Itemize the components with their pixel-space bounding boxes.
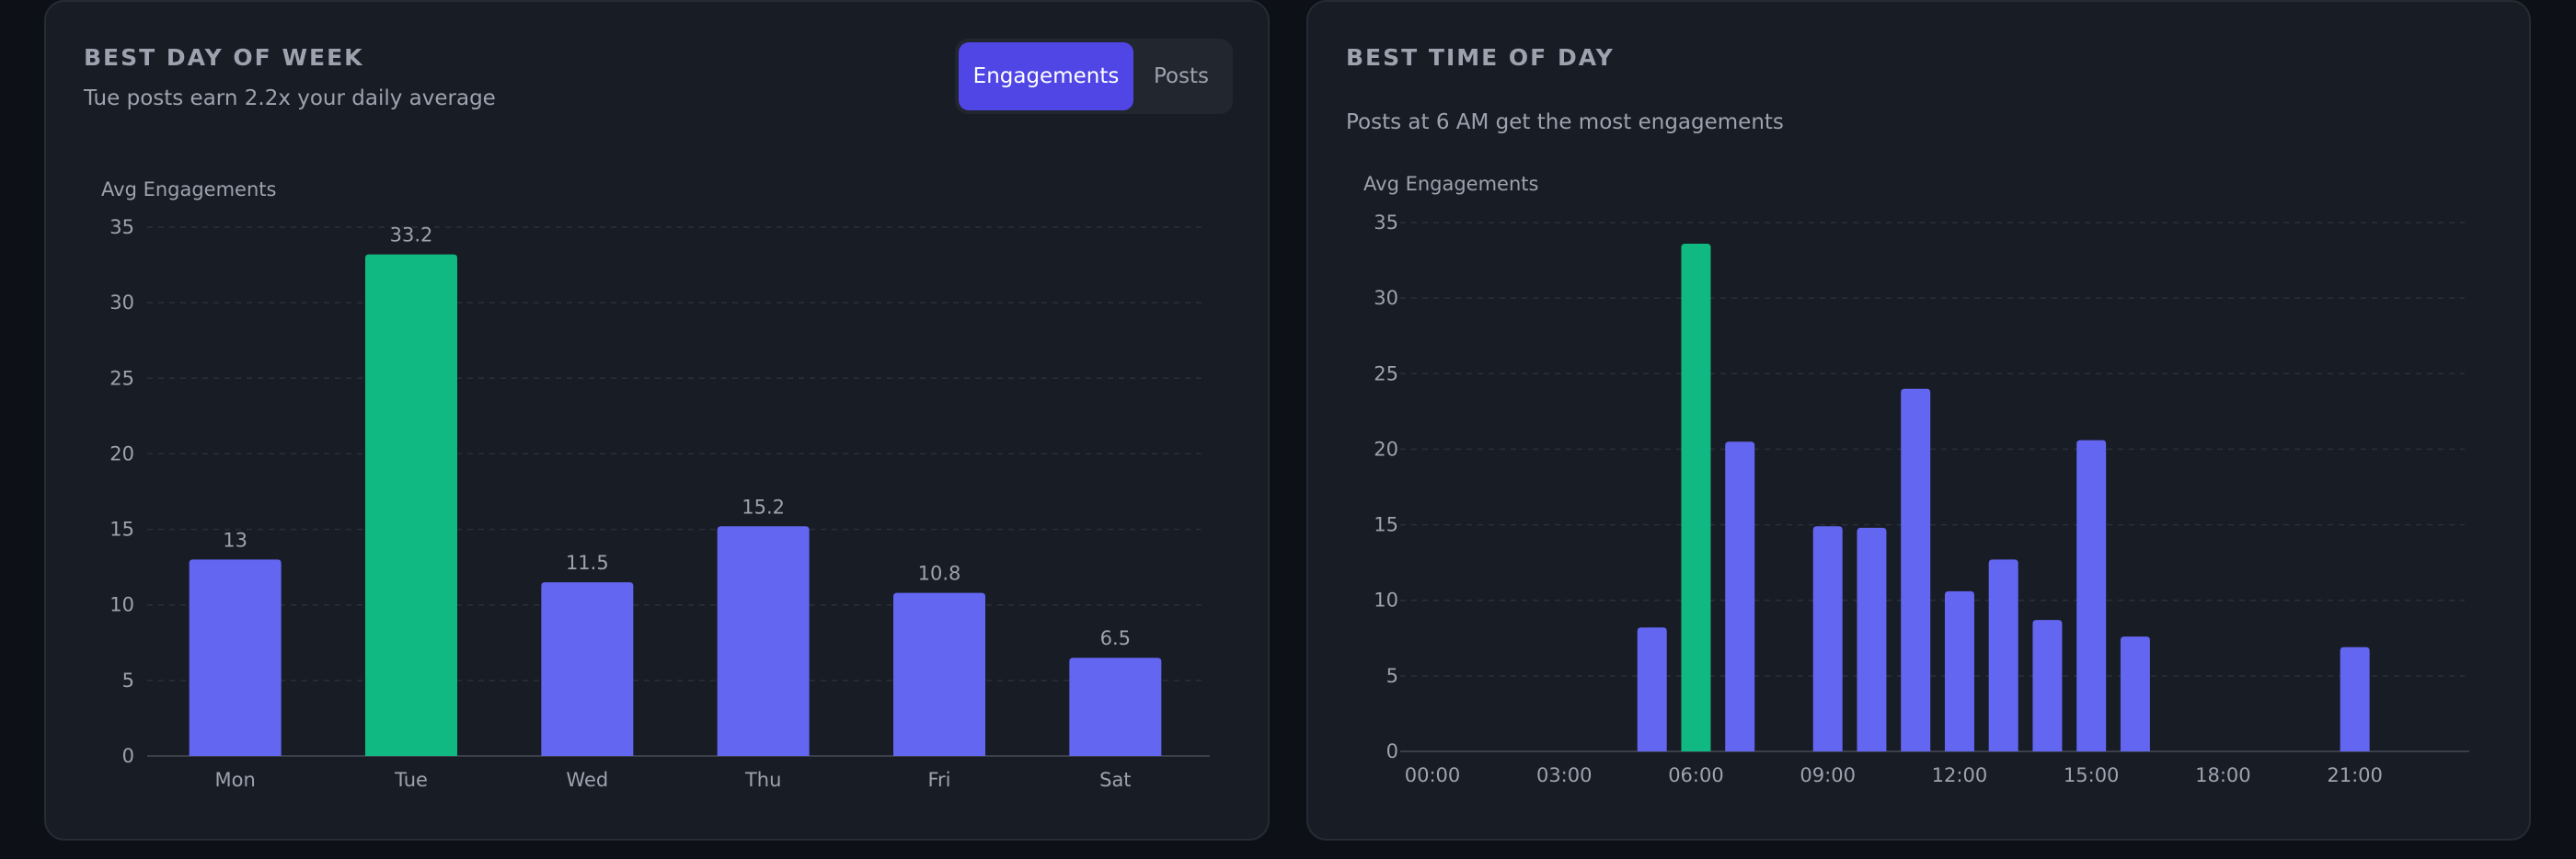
bar-value-label: 10.8 bbox=[918, 563, 961, 585]
y-tick-label: 5 bbox=[1386, 665, 1398, 687]
y-tick-label: 35 bbox=[109, 216, 134, 238]
x-tick-label: 15:00 bbox=[2064, 764, 2120, 786]
y-tick-label: 10 bbox=[1374, 590, 1398, 612]
bar bbox=[1681, 244, 1711, 751]
y-axis-title: Avg Engagements bbox=[1363, 173, 1538, 195]
x-tick-label: Thu bbox=[744, 769, 781, 791]
x-tick-label: Wed bbox=[566, 769, 608, 791]
bar bbox=[717, 526, 810, 756]
bar bbox=[1857, 527, 1887, 751]
engagements-toggle-button[interactable]: Engagements bbox=[959, 42, 1133, 110]
bar bbox=[2032, 620, 2063, 751]
y-tick-label: 0 bbox=[1386, 740, 1398, 762]
y-tick-label: 35 bbox=[1374, 212, 1398, 234]
bar bbox=[365, 254, 457, 757]
card-subtitle: Posts at 6 AM get the most engagements bbox=[1346, 110, 1784, 134]
card-title: BEST DAY OF WEEK bbox=[84, 44, 364, 71]
bar bbox=[1812, 526, 1843, 751]
x-tick-label: 09:00 bbox=[1800, 764, 1856, 786]
y-tick-label: 5 bbox=[122, 670, 134, 692]
bar-value-label: 15.2 bbox=[742, 496, 785, 518]
metric-toggle: Engagements Posts bbox=[955, 39, 1233, 114]
y-tick-label: 20 bbox=[109, 442, 134, 464]
bar bbox=[893, 592, 985, 756]
bar bbox=[2120, 636, 2150, 751]
bar bbox=[1725, 441, 1755, 751]
bar bbox=[1944, 590, 1974, 751]
y-tick-label: 15 bbox=[109, 519, 134, 541]
x-tick-label: 18:00 bbox=[2195, 764, 2251, 786]
best-time-card: BEST TIME OF DAY Posts at 6 AM get the m… bbox=[1306, 0, 2531, 841]
y-tick-label: 15 bbox=[1374, 514, 1398, 536]
posts-toggle-button[interactable]: Posts bbox=[1153, 64, 1210, 88]
y-axis-title: Avg Engagements bbox=[101, 178, 276, 200]
bar-value-label: 6.5 bbox=[1100, 627, 1131, 649]
card-title: BEST TIME OF DAY bbox=[1346, 44, 1615, 71]
x-tick-label: Tue bbox=[394, 769, 428, 791]
bar bbox=[189, 559, 282, 756]
y-tick-label: 25 bbox=[109, 367, 134, 389]
card-subtitle: Tue posts earn 2.2x your daily average bbox=[84, 86, 496, 110]
bar-value-label: 11.5 bbox=[566, 552, 609, 574]
y-tick-label: 25 bbox=[1374, 362, 1398, 384]
y-tick-label: 10 bbox=[109, 594, 134, 616]
best-day-card: BEST DAY OF WEEK Tue posts earn 2.2x you… bbox=[44, 0, 1270, 841]
bar bbox=[1069, 658, 1162, 756]
bar bbox=[1637, 627, 1667, 751]
x-tick-label: 03:00 bbox=[1536, 764, 1593, 786]
time-of-day-chart: Avg Engagements 0 5 10 15 20 25 30 35 00:00 03:00… bbox=[1363, 173, 2469, 786]
day-of-week-chart: Avg Engagements 0 5 10 15 20 25 30 35 13 Mon 33.2 T… bbox=[101, 178, 1210, 791]
y-tick-label: 30 bbox=[1374, 287, 1398, 309]
y-tick-label: 30 bbox=[109, 292, 134, 314]
bar bbox=[541, 582, 634, 756]
bar bbox=[2076, 440, 2107, 751]
y-tick-label: 20 bbox=[1374, 438, 1398, 460]
x-tick-label: Sat bbox=[1099, 769, 1131, 791]
x-tick-label: 00:00 bbox=[1405, 764, 1461, 786]
x-tick-label: 12:00 bbox=[1932, 764, 1988, 786]
bar bbox=[1901, 388, 1931, 751]
x-tick-label: 06:00 bbox=[1668, 764, 1724, 786]
x-tick-label: 21:00 bbox=[2327, 764, 2383, 786]
bar-value-label: 13 bbox=[223, 529, 247, 551]
x-tick-label: Mon bbox=[215, 769, 256, 791]
bar bbox=[2340, 647, 2370, 751]
y-tick-label: 0 bbox=[122, 745, 134, 767]
bar-value-label: 33.2 bbox=[390, 224, 433, 246]
x-tick-label: Fri bbox=[927, 769, 950, 791]
bar bbox=[1988, 559, 2018, 751]
